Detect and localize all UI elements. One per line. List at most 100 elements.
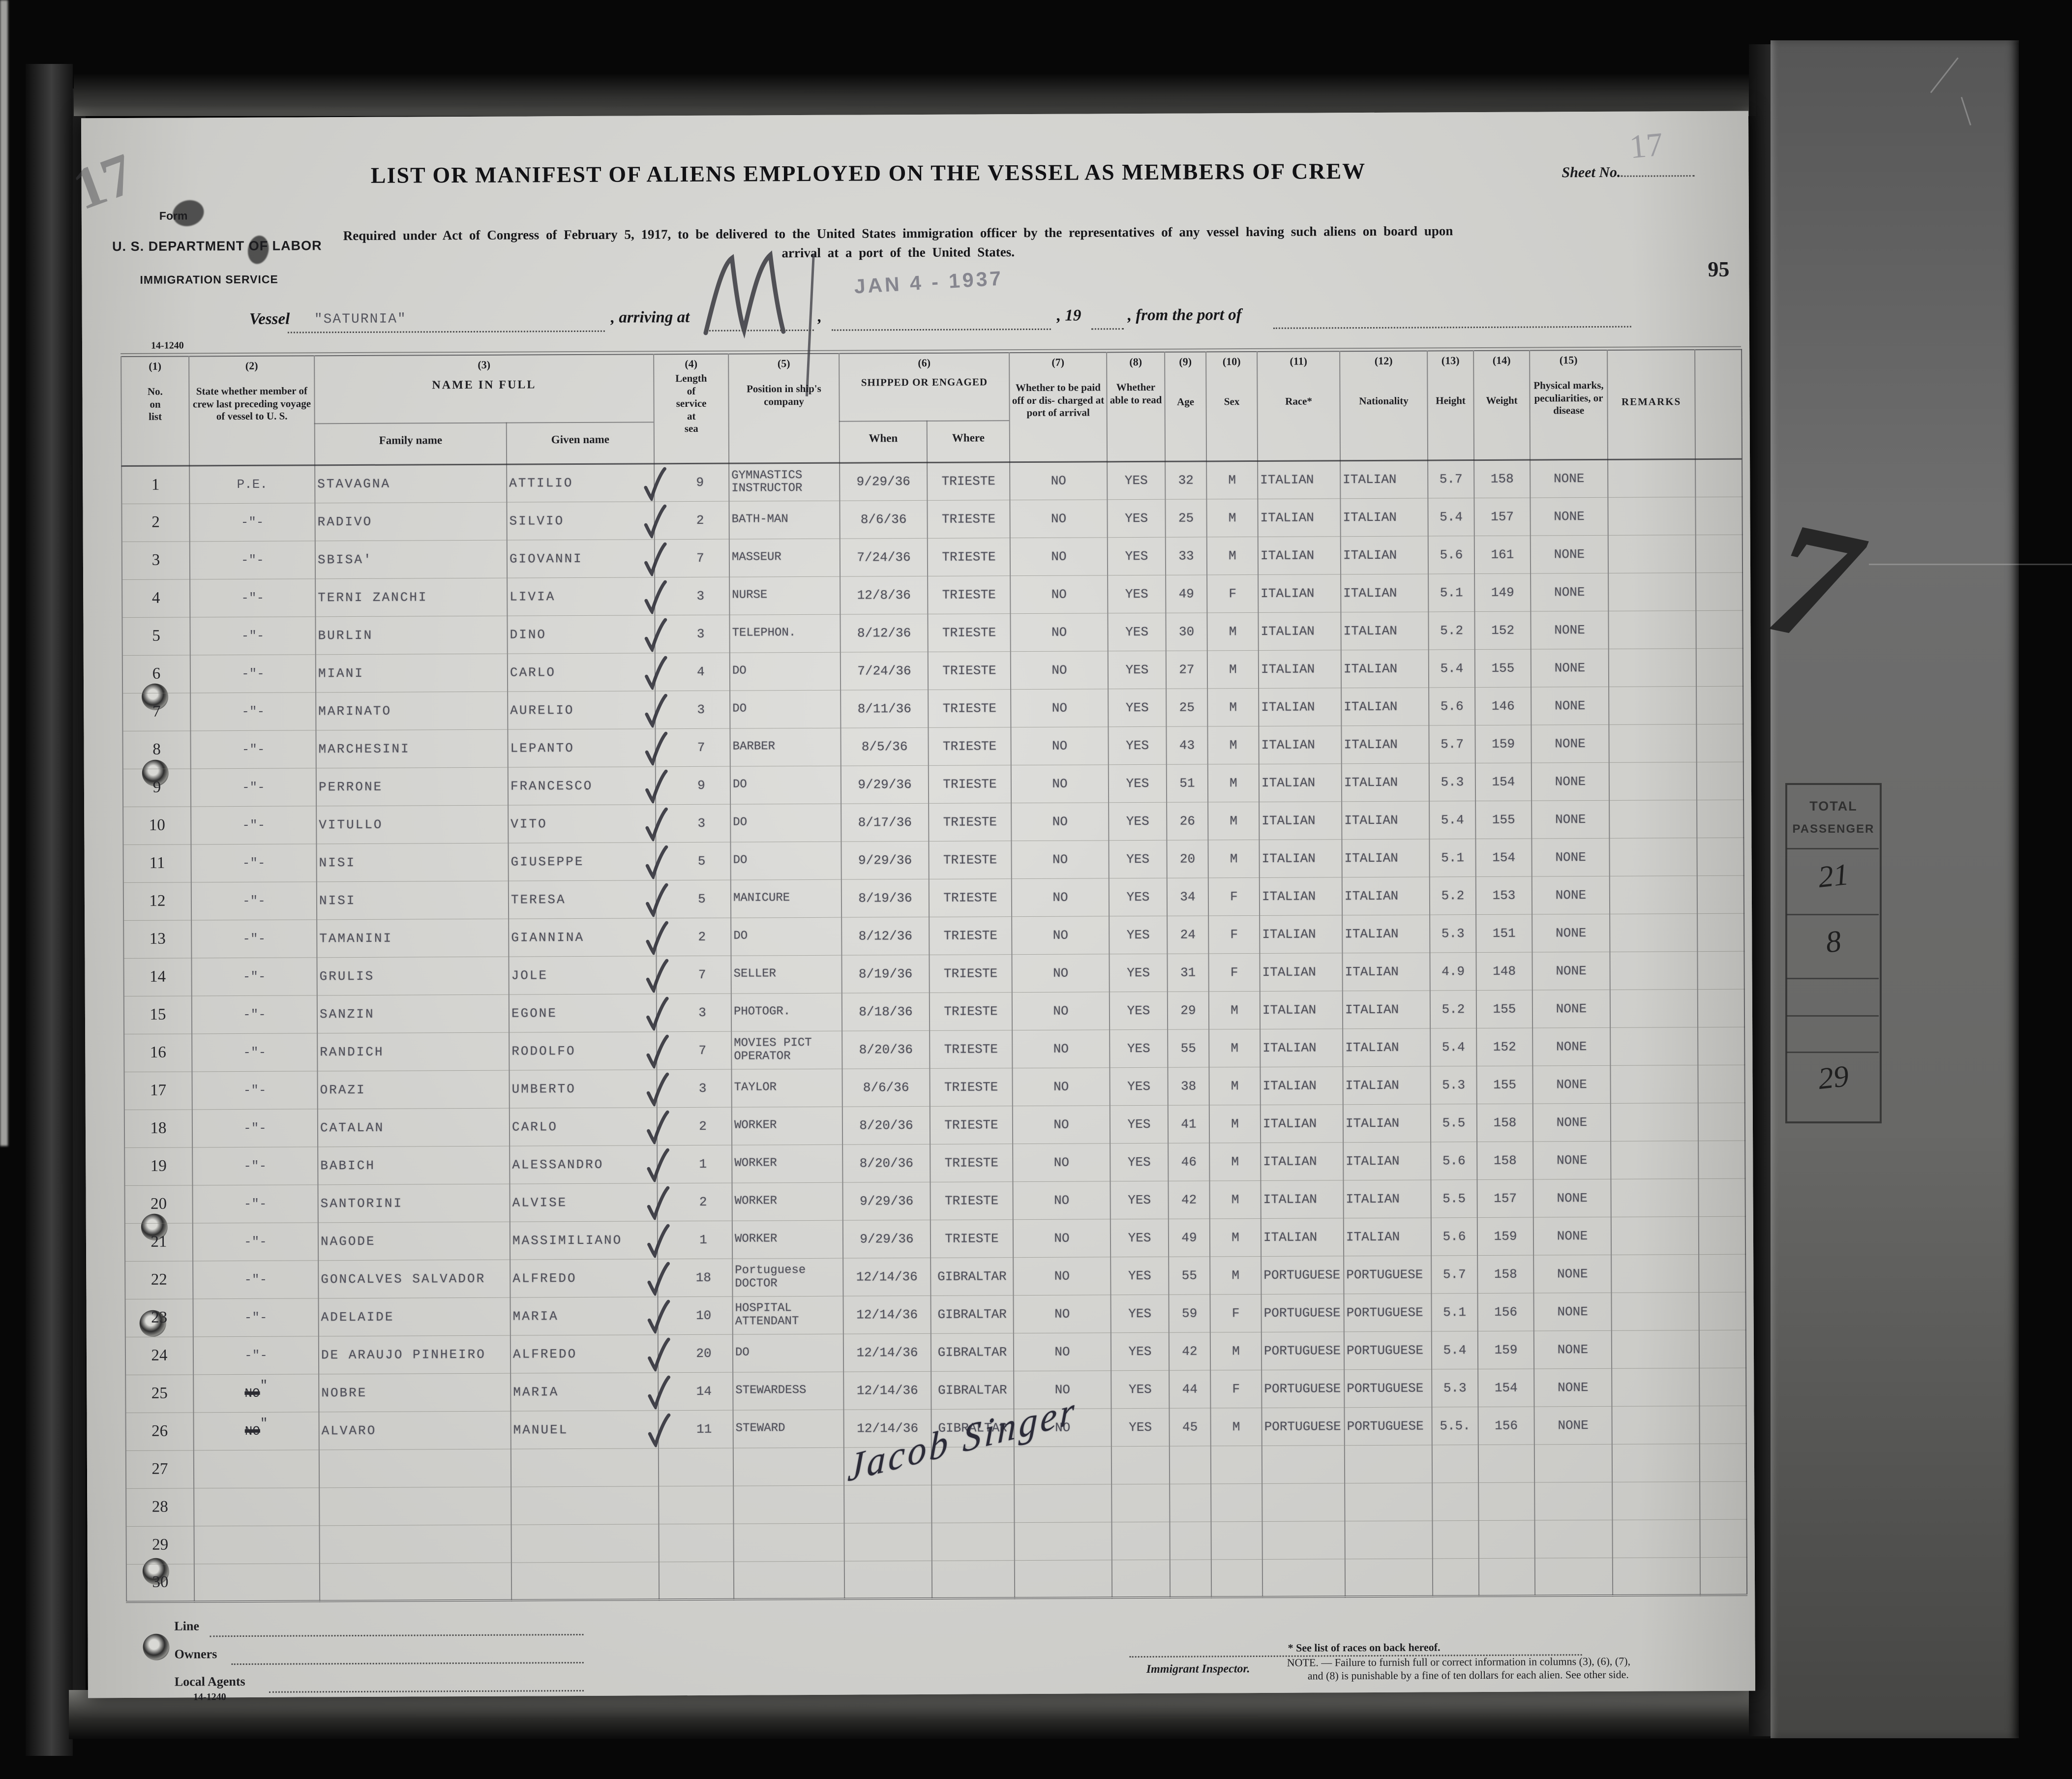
able-to-read-cell: YES — [1111, 1256, 1169, 1295]
sex-cell: M — [1210, 1256, 1261, 1295]
age-cell: 45 — [1169, 1408, 1211, 1446]
row-number: 13 — [123, 920, 192, 959]
table-row: 8 -"- MARCHESINI LEPANTO 7 BARBER 8/5/36… — [122, 724, 1743, 769]
sex-cell: M — [1206, 536, 1259, 575]
checkmark-icon — [645, 845, 668, 879]
able-to-read-cell — [1111, 1559, 1171, 1598]
checkmark-icon — [646, 921, 668, 955]
weight-cell: 156 — [1477, 1293, 1534, 1331]
age-cell: 46 — [1168, 1143, 1210, 1181]
marks-cell: NONE — [1534, 1406, 1612, 1445]
paid-off-cell: NO — [1012, 1105, 1111, 1144]
shipped-when-cell: 12/14/36 — [843, 1333, 931, 1372]
position-cell: DO — [729, 652, 841, 691]
col-number: (14) — [1492, 354, 1511, 366]
state-cell: -"- — [189, 503, 315, 542]
row-number: 4 — [122, 579, 190, 618]
scan-scratch-line — [1869, 564, 2072, 565]
remarks-cell — [1611, 1178, 1699, 1217]
race-cell: ITALIAN — [1260, 915, 1343, 953]
length-of-service-cell: 2 — [646, 917, 731, 956]
row-number: 24 — [125, 1336, 194, 1375]
given-name-cell: TERESA — [508, 880, 657, 919]
marks-cell: NONE — [1533, 1330, 1612, 1369]
length-of-service-cell: 3 — [646, 993, 732, 1032]
able-to-read-cell: YES — [1109, 840, 1167, 878]
given-name-cell — [511, 1524, 659, 1563]
age-cell: 44 — [1169, 1370, 1211, 1408]
sex-cell — [1210, 1445, 1262, 1484]
shipped-where-cell: TRIESTE — [929, 878, 1012, 917]
col-header-family: Family name — [314, 422, 507, 465]
col-header-state: (2) State whether member of crew last pre… — [189, 356, 315, 466]
remarks-cell — [1609, 724, 1697, 762]
dotted-line — [231, 1660, 584, 1665]
height-cell: 5.3 — [1430, 914, 1476, 953]
col-header-race: (11) Race* — [1257, 351, 1341, 461]
shipped-where-cell: TRIESTE — [930, 1068, 1013, 1106]
state-cell-value: -"- — [243, 1120, 267, 1136]
table-row: 22 -"- GONCALVES SALVADOR ALFREDO 18 Por… — [125, 1254, 1746, 1299]
edge-cell — [1699, 1329, 1746, 1368]
col-label: Sex — [1224, 395, 1240, 408]
row-number: 7 — [122, 693, 191, 731]
sex-cell: F — [1208, 915, 1260, 954]
page-top-edge-shadow — [74, 73, 1756, 116]
shipped-where-cell: TRIESTE — [930, 1181, 1013, 1220]
edge-cell — [1698, 1026, 1745, 1065]
paid-off-cell — [1014, 1484, 1112, 1523]
edge-cell — [1698, 1064, 1745, 1103]
page-number-95: 95 — [1708, 257, 1730, 281]
remarks-cell — [1612, 1519, 1700, 1558]
able-to-read-cell — [1111, 1483, 1170, 1522]
table-row: 11 -"- NISI GIUSEPPE 5 DO 9/29/36 TRIEST… — [123, 837, 1744, 883]
state-cell: -"- — [193, 1260, 319, 1299]
table-row: 18 -"- CATALAN CARLO 2 WORKER 8/20/36 TR… — [124, 1102, 1745, 1148]
col-number: (5) — [777, 357, 790, 370]
length-of-service-cell — [659, 1523, 734, 1562]
able-to-read-cell: YES — [1108, 574, 1166, 613]
family-name-cell: CATALAN — [317, 1108, 510, 1147]
sex-cell — [1211, 1559, 1263, 1598]
remarks-cell — [1609, 875, 1698, 914]
col-header-no: (1) No. on list — [121, 356, 190, 466]
nationality-cell: ITALIAN — [1343, 1028, 1431, 1067]
checkmark-icon — [647, 1262, 670, 1296]
weight-cell: 159 — [1477, 1330, 1534, 1369]
state-ditto-mark: ʺ — [260, 1416, 268, 1431]
remarks-cell — [1609, 800, 1697, 838]
paid-off-cell — [1014, 1446, 1112, 1485]
paid-off-cell: NO — [1010, 613, 1108, 652]
table-row: 21 -"- NAGODE MASSIMILIANO 1 WORKER 9/29… — [124, 1216, 1746, 1262]
race-cell: ITALIAN — [1259, 725, 1342, 764]
col-number: (6) — [918, 356, 931, 369]
height-cell: 5.7 — [1428, 460, 1474, 498]
given-name-cell — [510, 1448, 659, 1487]
row-number: 3 — [121, 541, 190, 580]
paid-off-cell: NO — [1013, 1332, 1111, 1371]
col-label: REMARKS — [1621, 395, 1682, 408]
sex-cell: M — [1209, 1180, 1261, 1219]
age-cell: 34 — [1167, 877, 1209, 916]
state-cell-value: -"- — [242, 817, 266, 833]
dotted-line — [831, 327, 1051, 331]
nationality-cell: PORTUGUESE — [1344, 1293, 1432, 1332]
col-number: (11) — [1290, 355, 1307, 367]
state-cell: -"- — [190, 616, 316, 655]
position-cell: SELLER — [731, 955, 842, 994]
family-name-cell — [319, 1562, 512, 1601]
form-number-small: 14-1240 — [193, 1691, 226, 1703]
sex-cell — [1211, 1483, 1262, 1522]
age-cell: 42 — [1169, 1332, 1211, 1370]
marks-cell: NONE — [1533, 1178, 1611, 1217]
sex-cell: M — [1208, 991, 1261, 1029]
family-name-cell: BURLIN — [315, 615, 508, 655]
state-cell: -"- — [192, 1071, 318, 1110]
sex-cell: M — [1207, 612, 1259, 651]
shipped-when-cell: 9/29/36 — [841, 765, 929, 804]
paid-off-cell: NO — [1013, 1257, 1111, 1296]
nationality-cell: ITALIAN — [1340, 460, 1428, 499]
able-to-read-cell — [1111, 1446, 1170, 1484]
age-cell: 25 — [1166, 688, 1208, 726]
age-cell: 26 — [1167, 802, 1208, 840]
